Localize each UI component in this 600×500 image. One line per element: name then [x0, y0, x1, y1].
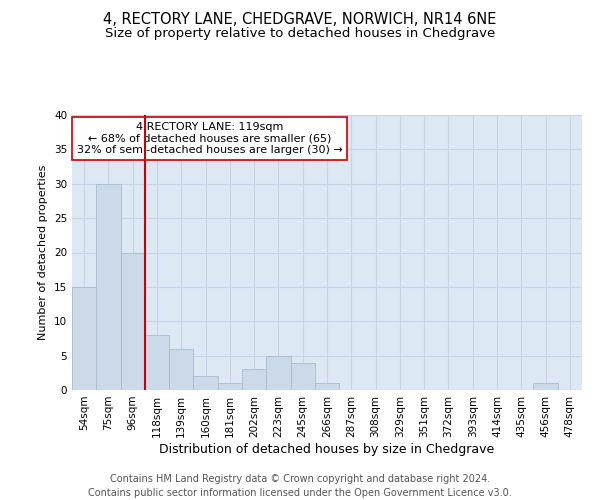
- Bar: [96, 184, 121, 390]
- Text: 4, RECTORY LANE, CHEDGRAVE, NORWICH, NR14 6NE: 4, RECTORY LANE, CHEDGRAVE, NORWICH, NR1…: [103, 12, 497, 28]
- Bar: [290, 362, 315, 390]
- Text: Contains HM Land Registry data © Crown copyright and database right 2024.
Contai: Contains HM Land Registry data © Crown c…: [88, 474, 512, 498]
- Bar: [218, 383, 242, 390]
- X-axis label: Distribution of detached houses by size in Chedgrave: Distribution of detached houses by size …: [160, 442, 494, 456]
- Bar: [169, 349, 193, 390]
- Y-axis label: Number of detached properties: Number of detached properties: [38, 165, 49, 340]
- Bar: [121, 252, 145, 390]
- Bar: [193, 376, 218, 390]
- Text: Size of property relative to detached houses in Chedgrave: Size of property relative to detached ho…: [105, 28, 495, 40]
- Bar: [145, 335, 169, 390]
- Bar: [242, 370, 266, 390]
- Bar: [315, 383, 339, 390]
- Bar: [266, 356, 290, 390]
- Bar: [533, 383, 558, 390]
- Text: 4 RECTORY LANE: 119sqm
← 68% of detached houses are smaller (65)
32% of semi-det: 4 RECTORY LANE: 119sqm ← 68% of detached…: [77, 122, 343, 155]
- Bar: [72, 287, 96, 390]
